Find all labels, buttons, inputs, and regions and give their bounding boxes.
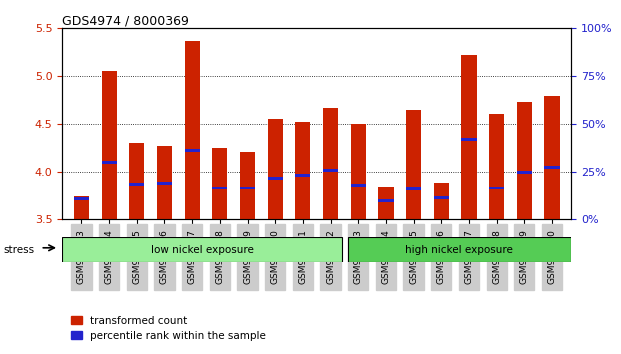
Bar [406, 109, 421, 219]
Bar [295, 174, 310, 177]
Bar [433, 196, 449, 199]
Bar [295, 122, 310, 219]
Bar [461, 138, 476, 141]
Bar [157, 146, 172, 219]
Bar [461, 55, 476, 219]
Bar [517, 171, 532, 174]
Bar [240, 187, 255, 189]
Bar [351, 124, 366, 219]
Bar [74, 195, 89, 219]
Bar [62, 237, 342, 262]
Text: high nickel exposure: high nickel exposure [406, 245, 514, 255]
Text: stress: stress [3, 245, 34, 255]
Bar [212, 148, 227, 219]
Bar [545, 96, 560, 219]
Legend: transformed count, percentile rank within the sample: transformed count, percentile rank withi… [67, 312, 270, 345]
Bar [102, 161, 117, 164]
Bar [129, 183, 145, 185]
Bar [240, 152, 255, 219]
Bar [323, 108, 338, 219]
Bar [102, 72, 117, 219]
Text: GDS4974 / 8000369: GDS4974 / 8000369 [62, 14, 189, 27]
Bar [157, 182, 172, 184]
Bar [545, 166, 560, 169]
Bar [212, 187, 227, 189]
Text: low nickel exposure: low nickel exposure [151, 245, 254, 255]
Bar [74, 197, 89, 200]
Bar [348, 237, 571, 262]
Bar [433, 183, 449, 219]
Bar [129, 143, 145, 219]
Bar [268, 119, 283, 219]
Bar [489, 114, 504, 219]
Bar [378, 187, 394, 219]
Bar [184, 149, 200, 152]
Bar [406, 188, 421, 190]
Bar [517, 102, 532, 219]
Bar [323, 169, 338, 172]
Bar [378, 199, 394, 202]
Bar [351, 184, 366, 187]
Bar [489, 187, 504, 189]
Bar [184, 41, 200, 219]
Bar [268, 177, 283, 180]
